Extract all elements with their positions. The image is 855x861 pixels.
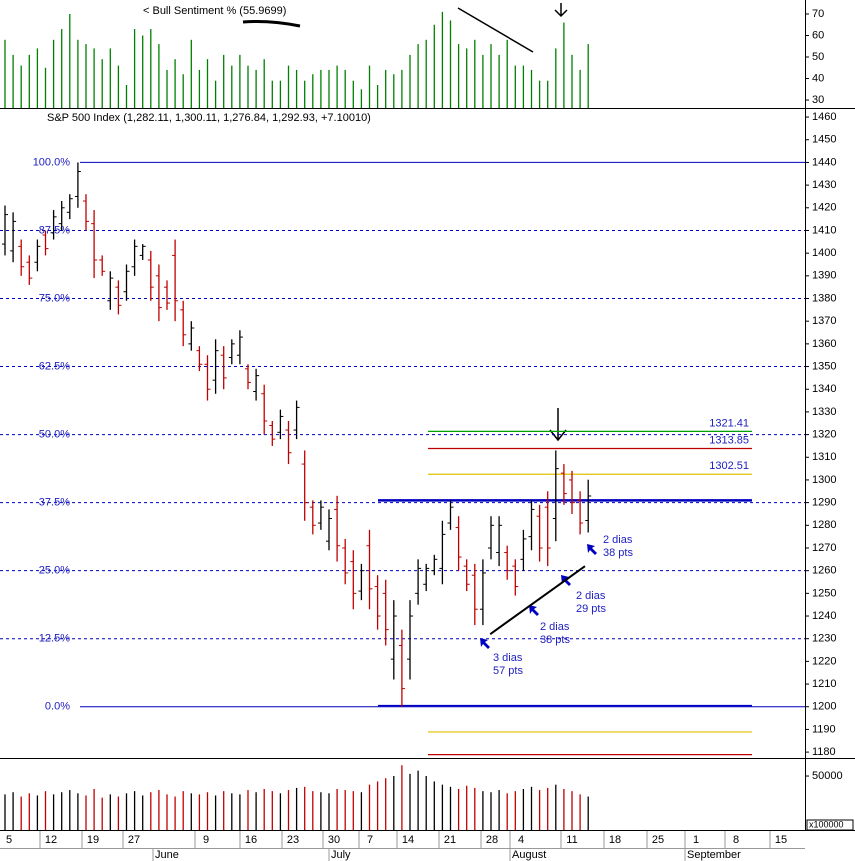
month-label: July (331, 849, 351, 861)
trendline (489, 565, 586, 635)
annotation: 2 dias (603, 534, 633, 546)
y-tick-label: 1440 (812, 156, 836, 168)
x-tick-label: 5 (6, 834, 12, 846)
annotation: 29 pts (576, 603, 606, 615)
price-level-label: 1313.85 (709, 434, 749, 446)
y-tick-label: 60 (812, 29, 824, 41)
y-tick-label: 40 (812, 72, 824, 84)
y-tick-label: 1280 (812, 519, 836, 531)
y-tick-label: 1420 (812, 202, 836, 214)
y-tick-label: 1250 (812, 587, 836, 599)
x-tick-label: 16 (245, 834, 257, 846)
arrow (554, 3, 568, 18)
arrow (587, 544, 597, 555)
arrow (529, 605, 539, 616)
x-tick-label: 18 (609, 834, 621, 846)
y-tick-label: 50 (812, 51, 824, 63)
y-tick-label: 1460 (812, 111, 836, 123)
y-tick-label: 30 (812, 94, 824, 106)
price-level-label: 1302.51 (709, 460, 749, 472)
y-tick-label: 1390 (812, 270, 836, 282)
fib-label: 75.0% (39, 292, 70, 304)
fib-label: 12.5% (39, 633, 70, 645)
month-label: August (512, 849, 546, 861)
y-tick-label: 1330 (812, 406, 836, 418)
y-tick-label: 1210 (812, 678, 836, 690)
x-tick-label: 11 (566, 834, 577, 846)
fib-label: 87.5% (39, 224, 70, 236)
annotation: 2 dias (540, 621, 570, 633)
y-tick-label: 1340 (812, 383, 836, 395)
y-tick-label: 1290 (812, 497, 836, 509)
drawn-line (457, 7, 534, 53)
arrow (480, 638, 490, 649)
annotation: 2 dias (576, 590, 606, 602)
fib-label: 50.0% (39, 428, 70, 440)
x-tick-label: 9 (203, 834, 209, 846)
x-tick-label: 12 (45, 834, 57, 846)
x-tick-label: 27 (128, 834, 140, 846)
x-tick-label: 21 (444, 834, 456, 846)
y-tick-label: 1400 (812, 247, 836, 259)
y-tick-label: 1230 (812, 633, 836, 645)
y-tick-label: 1380 (812, 292, 836, 304)
x-tick-label: 25 (652, 834, 664, 846)
unit-box (806, 819, 854, 831)
x-tick-label: 4 (518, 834, 524, 846)
y-tick-label: 50000 (812, 770, 843, 782)
x-tick-label: 14 (402, 834, 414, 846)
y-tick-label: 1260 (812, 565, 836, 577)
x-tick-label: 23 (287, 834, 299, 846)
price-level-label: 1321.41 (709, 417, 749, 429)
y-tick-label: 1350 (812, 360, 836, 372)
sentiment-title: < Bull Sentiment % (55.9699) (143, 5, 286, 17)
y-tick-label: 1410 (812, 224, 836, 236)
fib-label: 37.5% (39, 497, 70, 509)
x-tick-label: 8 (733, 834, 739, 846)
y-tick-label: 1450 (812, 134, 836, 146)
fib-label: 25.0% (39, 565, 70, 577)
y-tick-label: 1200 (812, 701, 836, 713)
annotation: 38 pts (603, 547, 633, 559)
x-tick-label: 28 (486, 834, 498, 846)
month-label: September (687, 849, 741, 861)
y-tick-label: 1190 (812, 723, 836, 735)
x-tick-label: 1 (693, 834, 699, 846)
y-tick-label: 70 (812, 8, 824, 20)
x-tick-label: 30 (328, 834, 340, 846)
y-tick-label: 1300 (812, 474, 836, 486)
price-title: S&P 500 Index (1,282.11, 1,300.11, 1,276… (47, 112, 371, 124)
y-tick-label: 1240 (812, 610, 836, 622)
annotation: 57 pts (493, 665, 523, 677)
fib-label: 100.0% (33, 156, 71, 168)
annotation: 38 pts (540, 634, 570, 646)
scribble (242, 20, 301, 28)
y-tick-label: 1320 (812, 428, 836, 440)
y-tick-label: 1430 (812, 179, 836, 191)
month-label: June (155, 849, 179, 861)
annotation: 3 dias (493, 652, 523, 664)
x-tick-label: 19 (87, 834, 99, 846)
y-tick-label: 1360 (812, 338, 836, 350)
y-tick-label: 1220 (812, 655, 836, 667)
x-tick-label: 7 (367, 834, 373, 846)
x-tick-label: 15 (775, 834, 787, 846)
y-tick-label: 1180 (812, 746, 836, 758)
y-tick-label: 1270 (812, 542, 836, 554)
fib-label: 0.0% (45, 701, 70, 713)
y-tick-label: 1310 (812, 451, 836, 463)
y-tick-label: 1370 (812, 315, 836, 327)
unit-label: x100000 (809, 819, 844, 829)
fib-label: 62.5% (39, 360, 70, 372)
